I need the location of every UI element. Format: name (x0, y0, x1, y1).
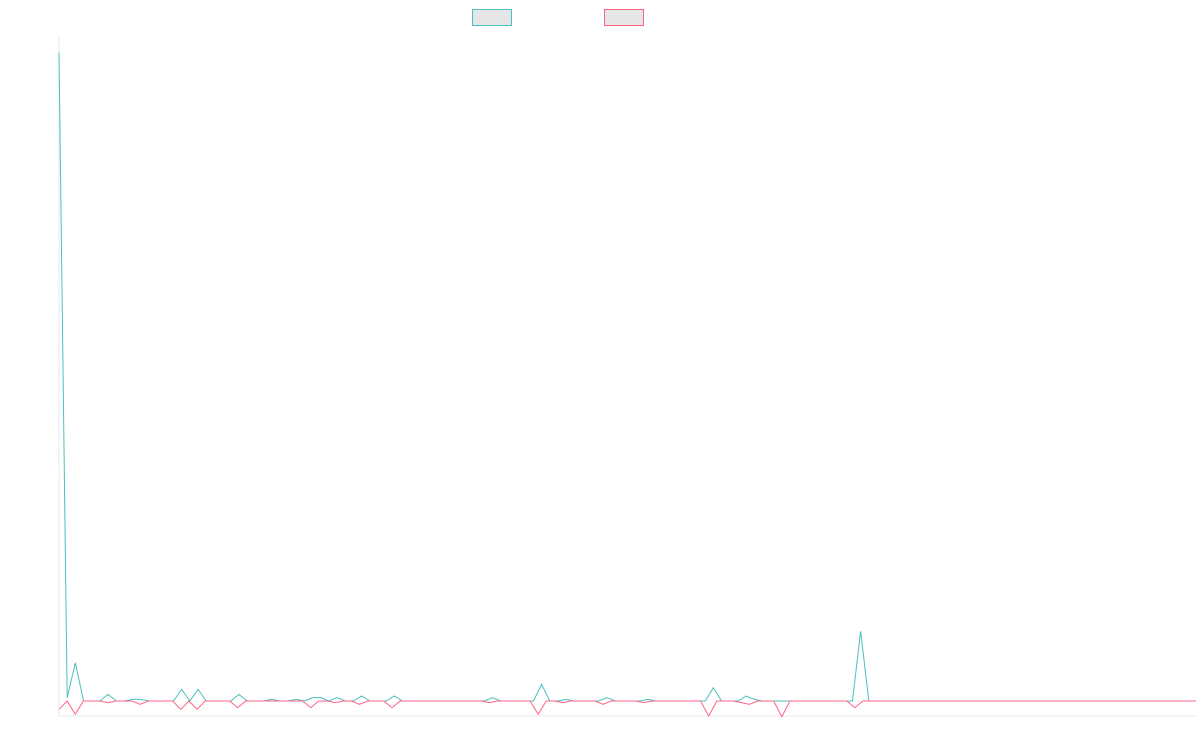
legend-swatch-series-1[interactable] (472, 9, 512, 26)
series-line-1 (58, 52, 1196, 702)
series-line-2 (58, 700, 1196, 718)
legend-swatch-series-2[interactable] (604, 9, 644, 26)
